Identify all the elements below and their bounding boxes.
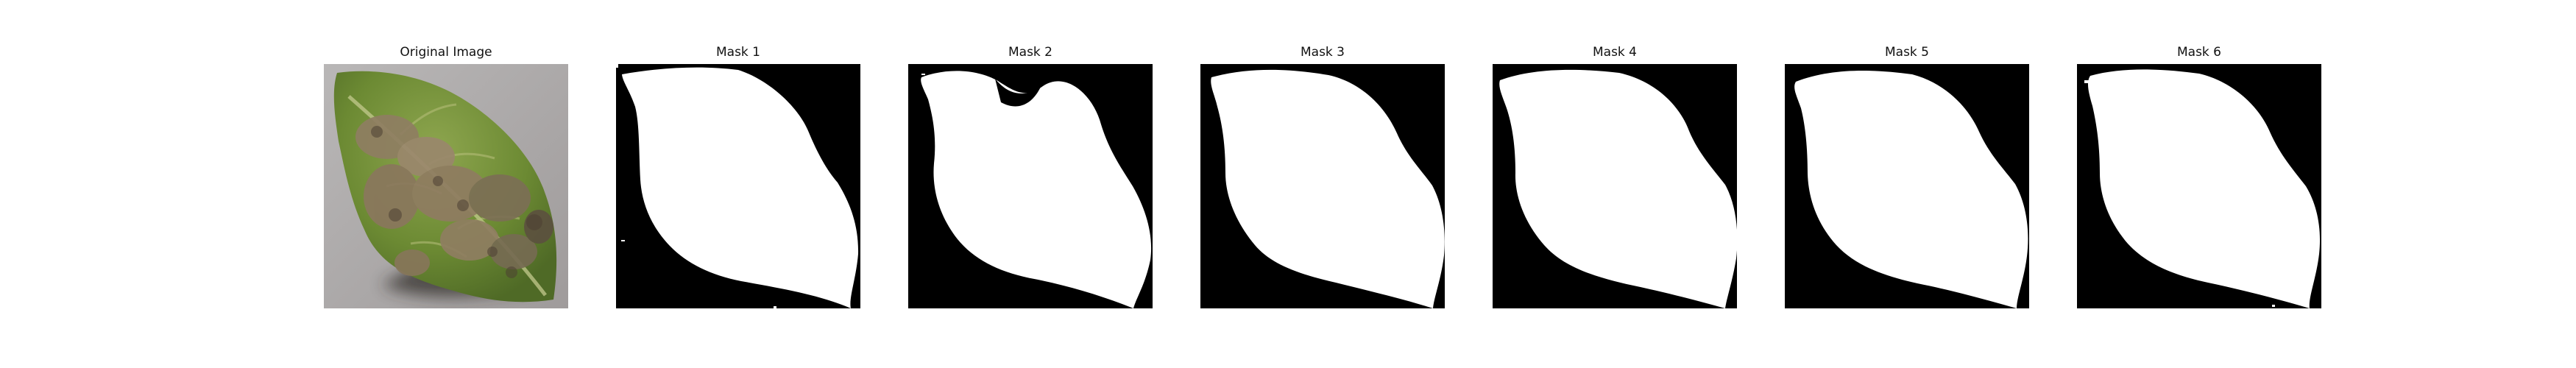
mask-noise-speck	[1123, 301, 1127, 303]
mask-noise-speck	[921, 74, 925, 75]
leaf-photo	[324, 64, 568, 308]
mask-4-title: Mask 4	[1592, 45, 1637, 60]
mask-notch	[995, 79, 1041, 107]
mask-3-panel: Mask 3	[1200, 44, 1445, 309]
mask-6-panel: Mask 6	[2077, 44, 2321, 309]
mask-5-panel: Mask 5	[1785, 44, 2029, 309]
mask-noise-speck	[621, 240, 625, 241]
mask-1-panel: Mask 1	[616, 44, 860, 309]
mask-noise-speck	[616, 64, 618, 68]
leaf-mask	[622, 67, 859, 308]
mask-2-image	[908, 64, 1153, 308]
leaf-spots	[371, 126, 542, 278]
mask-2-title: Mask 2	[1008, 45, 1052, 60]
mask-4-image	[1493, 64, 1737, 308]
leaf-mask	[1211, 69, 1445, 308]
mask-5-title: Mask 5	[1884, 45, 1929, 60]
mask-noise-speck	[774, 306, 776, 308]
mask-6-image	[2077, 64, 2321, 308]
leaf-mask	[921, 71, 1152, 308]
original-image-title: Original Image	[400, 45, 492, 60]
mask-5-image	[1785, 64, 2029, 308]
mask-1-image	[616, 64, 860, 308]
mask-6-title: Mask 6	[2176, 45, 2221, 60]
original-image-panel: Original Image	[324, 44, 568, 309]
leaf-mask	[1794, 71, 2028, 308]
leaf-mask	[1499, 69, 1737, 308]
mask-4-panel: Mask 4	[1493, 44, 1737, 309]
leaf-lesions	[355, 115, 553, 276]
mask-1-title: Mask 1	[715, 45, 760, 60]
mask-3-image	[1200, 64, 1445, 308]
mask-2-panel: Mask 2	[908, 44, 1153, 309]
mask-noise-speck	[2272, 305, 2275, 307]
leaf-mask	[2087, 69, 2321, 308]
mask-noise-speck	[2084, 80, 2089, 83]
mask-3-title: Mask 3	[1300, 45, 1345, 60]
